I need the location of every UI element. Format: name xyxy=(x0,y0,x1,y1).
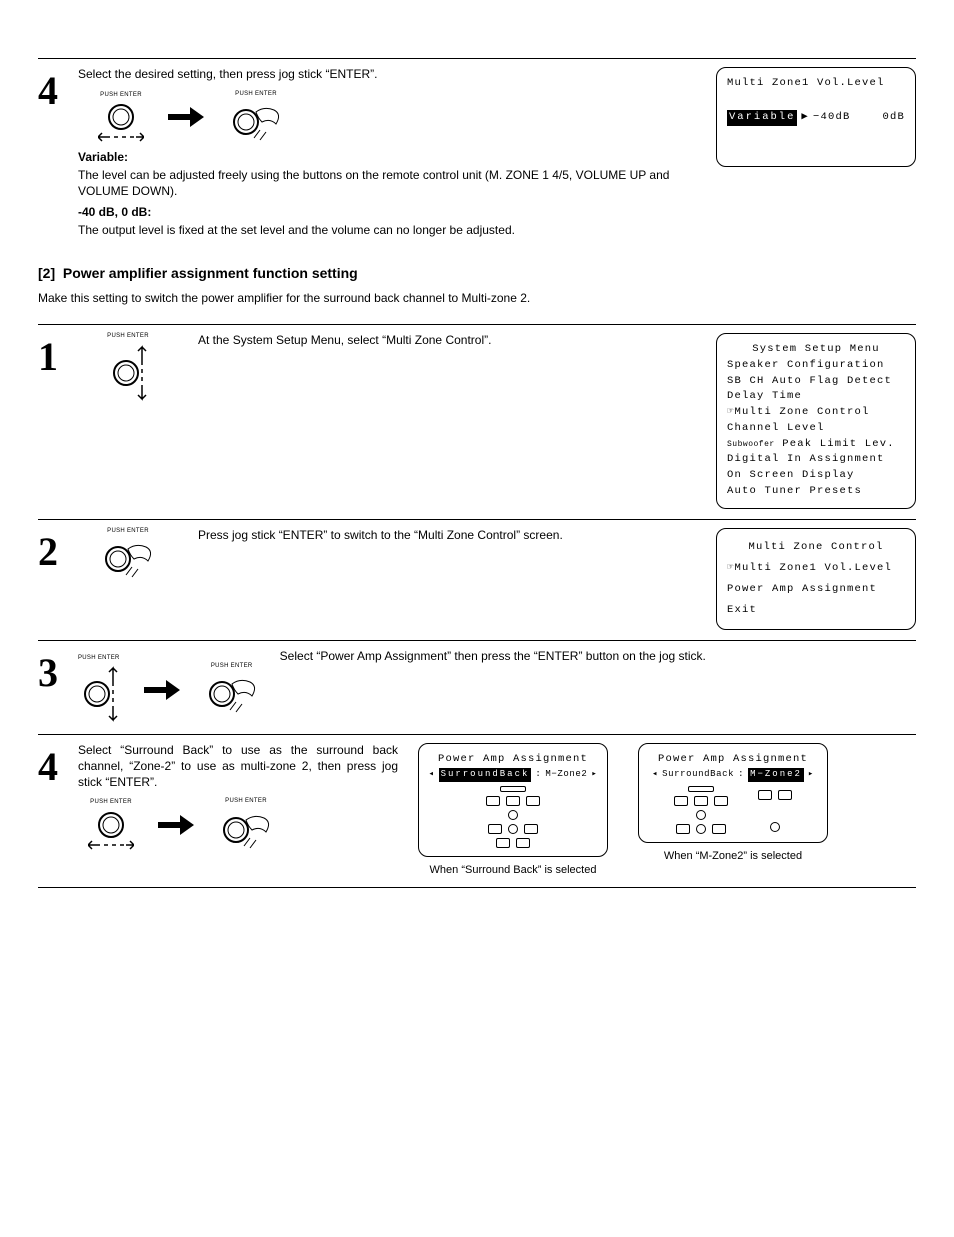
osd-title: System Setup Menu xyxy=(727,342,905,358)
step-number: 3 xyxy=(38,653,78,693)
osd-item: ☞Multi Zone1 Vol.Level xyxy=(727,558,905,579)
osd-item: Digital In Assignment xyxy=(727,452,905,468)
speaker-layout-icon xyxy=(429,786,597,848)
top-rule xyxy=(38,58,916,59)
osd-title: Multi Zone1 Vol.Level xyxy=(727,76,905,92)
panel-b-caption: When “M-Zone2” is selected xyxy=(664,849,802,863)
jog-diagram: PUSH ENTER PUSH ENTER xyxy=(88,798,398,852)
osd-system-setup: System Setup Menu Speaker Configuration … xyxy=(716,333,916,509)
jog-dial-ud-icon xyxy=(79,664,119,724)
speaker-layout-icon xyxy=(758,790,792,834)
osd-selected: Variable xyxy=(727,110,797,126)
step-number: 4 xyxy=(38,71,78,111)
rule-before-4 xyxy=(38,734,916,735)
osd-arrow: ▶ xyxy=(801,110,809,126)
fixed-heading: -40 dB, 0 dB: xyxy=(78,205,696,221)
step-text: Select the desired setting, then press j… xyxy=(78,67,696,83)
panel-a-caption: When “Surround Back” is selected xyxy=(430,863,597,877)
osd-opt-surroundback: SurroundBack xyxy=(439,768,532,782)
step-text: Select “Power Amp Assignment” then press… xyxy=(280,649,916,665)
jog-diagram: PUSH ENTER PUSH ENTER xyxy=(78,655,260,725)
osd-power-amp-a: Power Amp Assignment ◂ SurroundBack : M−… xyxy=(418,743,608,856)
jog-dial-press-icon xyxy=(204,672,260,716)
jog-diagram: PUSH ENTER PUSH ENTER xyxy=(98,91,696,145)
arrow-right-icon xyxy=(168,107,204,127)
osd-title: Multi Zone Control xyxy=(727,537,905,558)
speaker-layout-icon xyxy=(674,786,728,834)
rule-before-1 xyxy=(38,324,916,325)
section-2-heading: [2] Power amplifier assignment function … xyxy=(38,264,916,282)
rule-before-2 xyxy=(38,519,916,520)
osd-title: Power Amp Assignment xyxy=(649,752,817,768)
step-text: Select “Surround Back” to use as the sur… xyxy=(78,743,398,790)
osd-item: Subwoofer Peak Limit Lev. xyxy=(727,437,905,453)
step-3: 3 PUSH ENTER PUSH ENTE xyxy=(38,649,916,725)
step-1: 1 PUSH ENTER At the System Setup Menu, s… xyxy=(38,333,916,509)
variable-heading: Variable: xyxy=(78,150,696,166)
osd-opt-40db: −40dB xyxy=(813,110,851,126)
jog-dial-lr-icon xyxy=(98,101,144,143)
osd-item: SB CH Auto Flag Detect xyxy=(727,374,905,390)
jog-diagram: PUSH ENTER xyxy=(78,333,178,403)
step-2: 2 PUSH ENTER Press jog stick “ENTER” to … xyxy=(38,528,916,630)
osd-item: Speaker Configuration xyxy=(727,358,905,374)
bottom-rule xyxy=(38,887,916,888)
arrow-right-icon xyxy=(144,680,180,700)
rule-before-3 xyxy=(38,640,916,641)
jog-dial-lr-icon xyxy=(88,809,134,851)
jog-dial-ud-icon xyxy=(108,343,148,403)
osd-opt-surroundback: SurroundBack xyxy=(662,768,734,782)
variable-body: The level can be adjusted freely using t… xyxy=(78,168,696,199)
jog-dial-press-icon xyxy=(100,537,156,581)
section-2-desc: Make this setting to switch the power am… xyxy=(38,291,916,307)
osd-item: On Screen Display xyxy=(727,468,905,484)
osd-power-amp-b: Power Amp Assignment ◂ SurroundBack : M−… xyxy=(638,743,828,843)
osd-item: Channel Level xyxy=(727,421,905,437)
osd-opt-mzone2: M−Zone2 xyxy=(748,768,804,782)
jog-dial-press-icon xyxy=(228,100,284,144)
osd-opt-mzone2: M−Zone2 xyxy=(545,768,587,782)
step-number: 4 xyxy=(38,747,78,787)
step-number: 1 xyxy=(38,337,78,377)
osd-item: Auto Tuner Presets xyxy=(727,484,905,500)
step-text: Press jog stick “ENTER” to switch to the… xyxy=(198,528,696,544)
jog-diagram: PUSH ENTER xyxy=(78,528,178,582)
osd-item: Power Amp Assignment xyxy=(727,579,905,600)
arrow-right-icon xyxy=(158,815,194,835)
osd-opt-0db: 0dB xyxy=(882,110,905,126)
osd-vol-level: Multi Zone1 Vol.Level Variable ▶ −40dB 0… xyxy=(716,67,916,167)
step-4-bottom: 4 Select “Surround Back” to use as the s… xyxy=(38,743,916,877)
osd-multizone-control: Multi Zone Control ☞Multi Zone1 Vol.Leve… xyxy=(716,528,916,630)
jog-dial-press-icon xyxy=(218,808,274,852)
fixed-body: The output level is fixed at the set lev… xyxy=(78,223,696,239)
step-number: 2 xyxy=(38,532,78,572)
step-4-top: 4 Select the desired setting, then press… xyxy=(38,67,916,238)
osd-item: Delay Time xyxy=(727,389,905,405)
osd-item: ☞Multi Zone Control xyxy=(727,405,905,421)
step-text: At the System Setup Menu, select “Multi … xyxy=(198,333,696,349)
osd-item: Exit xyxy=(727,600,905,621)
osd-title: Power Amp Assignment xyxy=(429,752,597,768)
